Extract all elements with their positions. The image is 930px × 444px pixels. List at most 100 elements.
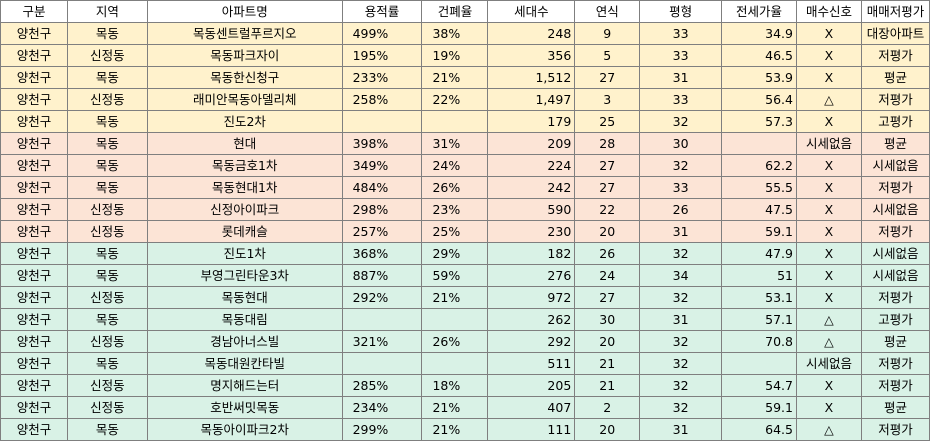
valuation-cell[interactable]: 저평가 <box>860 418 930 441</box>
age-cell[interactable]: 21 <box>574 352 641 375</box>
buy-signal-cell[interactable]: X <box>795 396 862 419</box>
header-households[interactable]: 세대수 <box>487 0 576 23</box>
floor-area-ratio-cell[interactable]: 234% <box>341 396 423 419</box>
households-cell[interactable]: 276 <box>487 264 576 287</box>
valuation-cell[interactable]: 고평가 <box>860 110 930 133</box>
buy-signal-cell[interactable]: X <box>795 66 862 89</box>
building-coverage-cell[interactable]: 22% <box>421 88 489 111</box>
jeonse-ratio-cell[interactable]: 59.1 <box>721 396 797 419</box>
age-cell[interactable]: 3 <box>574 88 641 111</box>
pyeong-cell[interactable]: 32 <box>639 352 723 375</box>
apartment-name-cell[interactable]: 부영그린타운3차 <box>146 264 343 287</box>
floor-area-ratio-cell[interactable]: 292% <box>341 286 423 309</box>
valuation-cell[interactable]: 저평가 <box>860 374 930 397</box>
households-cell[interactable]: 590 <box>487 198 576 221</box>
gubun-cell[interactable]: 양천구 <box>0 22 68 45</box>
region-cell[interactable]: 목동 <box>66 242 148 265</box>
gubun-cell[interactable]: 양천구 <box>0 44 68 67</box>
buy-signal-cell[interactable]: X <box>795 176 862 199</box>
households-cell[interactable]: 182 <box>487 242 576 265</box>
apartment-name-cell[interactable]: 목동파크자이 <box>146 44 343 67</box>
building-coverage-cell[interactable]: 29% <box>421 242 489 265</box>
age-cell[interactable]: 22 <box>574 198 641 221</box>
header-apartment-name[interactable]: 아파트명 <box>146 0 343 23</box>
building-coverage-cell[interactable]: 23% <box>421 198 489 221</box>
floor-area-ratio-cell[interactable]: 368% <box>341 242 423 265</box>
age-cell[interactable]: 25 <box>574 110 641 133</box>
valuation-cell[interactable]: 저평가 <box>860 352 930 375</box>
region-cell[interactable]: 목동 <box>66 110 148 133</box>
region-cell[interactable]: 신정동 <box>66 198 148 221</box>
age-cell[interactable]: 27 <box>574 286 641 309</box>
age-cell[interactable]: 9 <box>574 22 641 45</box>
gubun-cell[interactable]: 양천구 <box>0 308 68 331</box>
building-coverage-cell[interactable]: 31% <box>421 132 489 155</box>
valuation-cell[interactable]: 평균 <box>860 396 930 419</box>
apartment-name-cell[interactable]: 목동대원칸타빌 <box>146 352 343 375</box>
valuation-cell[interactable]: 저평가 <box>860 220 930 243</box>
age-cell[interactable]: 2 <box>574 396 641 419</box>
pyeong-cell[interactable]: 32 <box>639 286 723 309</box>
floor-area-ratio-cell[interactable]: 321% <box>341 330 423 353</box>
jeonse-ratio-cell[interactable]: 57.3 <box>721 110 797 133</box>
building-coverage-cell[interactable] <box>421 352 489 375</box>
valuation-cell[interactable]: 저평가 <box>860 176 930 199</box>
jeonse-ratio-cell[interactable]: 53.1 <box>721 286 797 309</box>
jeonse-ratio-cell[interactable]: 46.5 <box>721 44 797 67</box>
floor-area-ratio-cell[interactable] <box>341 110 423 133</box>
jeonse-ratio-cell[interactable]: 57.1 <box>721 308 797 331</box>
header-age[interactable]: 연식 <box>574 0 641 23</box>
pyeong-cell[interactable]: 31 <box>639 220 723 243</box>
apartment-name-cell[interactable]: 호반써밋목동 <box>146 396 343 419</box>
pyeong-cell[interactable]: 32 <box>639 154 723 177</box>
jeonse-ratio-cell[interactable]: 70.8 <box>721 330 797 353</box>
apartment-name-cell[interactable]: 명지해드는터 <box>146 374 343 397</box>
floor-area-ratio-cell[interactable]: 195% <box>341 44 423 67</box>
building-coverage-cell[interactable] <box>421 308 489 331</box>
floor-area-ratio-cell[interactable]: 258% <box>341 88 423 111</box>
gubun-cell[interactable]: 양천구 <box>0 374 68 397</box>
jeonse-ratio-cell[interactable]: 55.5 <box>721 176 797 199</box>
floor-area-ratio-cell[interactable] <box>341 308 423 331</box>
buy-signal-cell[interactable]: X <box>795 264 862 287</box>
header-valuation[interactable]: 매매저평가 <box>860 0 930 23</box>
age-cell[interactable]: 27 <box>574 176 641 199</box>
gubun-cell[interactable]: 양천구 <box>0 132 68 155</box>
header-jeonse-ratio[interactable]: 전세가율 <box>721 0 797 23</box>
valuation-cell[interactable]: 저평가 <box>860 88 930 111</box>
buy-signal-cell[interactable]: X <box>795 242 862 265</box>
header-floor-area-ratio[interactable]: 용적률 <box>341 0 423 23</box>
gubun-cell[interactable]: 양천구 <box>0 176 68 199</box>
age-cell[interactable]: 24 <box>574 264 641 287</box>
apartment-name-cell[interactable]: 목동현대 <box>146 286 343 309</box>
valuation-cell[interactable]: 시세없음 <box>860 264 930 287</box>
header-buy-signal[interactable]: 매수신호 <box>795 0 862 23</box>
floor-area-ratio-cell[interactable]: 299% <box>341 418 423 441</box>
valuation-cell[interactable]: 고평가 <box>860 308 930 331</box>
floor-area-ratio-cell[interactable]: 233% <box>341 66 423 89</box>
gubun-cell[interactable]: 양천구 <box>0 242 68 265</box>
buy-signal-cell[interactable]: X <box>795 286 862 309</box>
floor-area-ratio-cell[interactable]: 887% <box>341 264 423 287</box>
region-cell[interactable]: 신정동 <box>66 374 148 397</box>
households-cell[interactable]: 242 <box>487 176 576 199</box>
gubun-cell[interactable]: 양천구 <box>0 154 68 177</box>
households-cell[interactable]: 224 <box>487 154 576 177</box>
apartment-name-cell[interactable]: 목동센트럴푸르지오 <box>146 22 343 45</box>
building-coverage-cell[interactable]: 26% <box>421 330 489 353</box>
jeonse-ratio-cell[interactable]: 34.9 <box>721 22 797 45</box>
age-cell[interactable]: 27 <box>574 154 641 177</box>
pyeong-cell[interactable]: 30 <box>639 132 723 155</box>
valuation-cell[interactable]: 대장아파트 <box>860 22 930 45</box>
gubun-cell[interactable]: 양천구 <box>0 330 68 353</box>
apartment-name-cell[interactable]: 진도1차 <box>146 242 343 265</box>
pyeong-cell[interactable]: 32 <box>639 330 723 353</box>
pyeong-cell[interactable]: 32 <box>639 374 723 397</box>
region-cell[interactable]: 목동 <box>66 154 148 177</box>
households-cell[interactable]: 407 <box>487 396 576 419</box>
region-cell[interactable]: 목동 <box>66 132 148 155</box>
buy-signal-cell[interactable]: X <box>795 220 862 243</box>
buy-signal-cell[interactable]: X <box>795 198 862 221</box>
region-cell[interactable]: 목동 <box>66 418 148 441</box>
floor-area-ratio-cell[interactable]: 298% <box>341 198 423 221</box>
